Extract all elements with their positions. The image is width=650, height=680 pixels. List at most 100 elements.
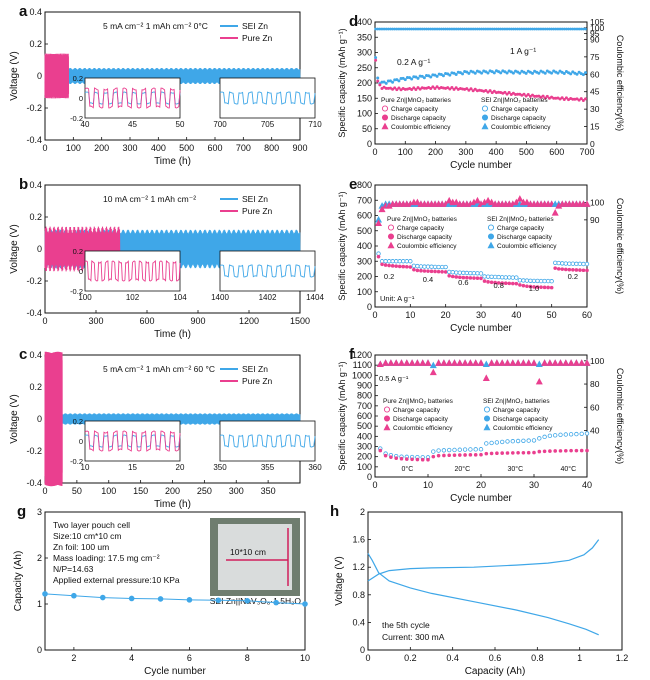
panel-d-y2tick-label: 30 xyxy=(590,104,600,114)
panel-g-frame xyxy=(44,511,306,651)
panel-d-y2tick-label: 45 xyxy=(590,87,600,97)
f-temp-label: 30°C xyxy=(508,465,524,473)
f-pure-point xyxy=(420,457,425,462)
d-pure-point xyxy=(393,86,397,90)
e-pure-point xyxy=(518,283,522,287)
d-ce-point xyxy=(558,27,562,31)
d-sei-point xyxy=(537,71,541,75)
f-sei-point xyxy=(558,432,563,438)
d-pure-point xyxy=(492,89,496,93)
panel-a-ylabel: Voltage (V) xyxy=(9,51,20,100)
panel-f-xtick-label: 0 xyxy=(372,480,377,490)
d-pure-point xyxy=(471,89,475,93)
e-sei-point xyxy=(549,279,554,284)
f-pure-point xyxy=(484,451,489,456)
e-pure-point xyxy=(500,281,505,285)
panel-d-y2tick-label: 15 xyxy=(590,122,600,132)
d-ce-point xyxy=(475,27,479,31)
panel-h-ytick-label: 2 xyxy=(360,507,365,517)
f-sei-point xyxy=(574,431,579,437)
legend-item-pure: Discharge capacity xyxy=(397,234,453,241)
f-pure-point xyxy=(399,456,404,461)
f-ce-pure xyxy=(546,359,554,366)
f-sei-point xyxy=(436,448,441,453)
panel-e-xtick-label: 40 xyxy=(511,310,521,320)
panel-g-xlabel: Cycle number xyxy=(144,666,206,677)
e-sei-point xyxy=(471,270,477,276)
panel-a-xtick-label: 800 xyxy=(264,143,279,153)
panel-d-xtick-label: 400 xyxy=(489,147,504,157)
panel-b-ytick-label: 0 xyxy=(37,244,42,254)
panel-e-xtick-label: 10 xyxy=(405,310,415,320)
f-temp-label: 40°C xyxy=(561,465,577,473)
panel-e-ytick-label: 800 xyxy=(357,180,372,190)
d-ce-point xyxy=(509,27,513,31)
e-pure-point xyxy=(415,268,420,273)
d-sei-point xyxy=(435,74,439,78)
e-sei-point xyxy=(567,261,572,266)
d-ce-point xyxy=(499,27,503,31)
f-ce-pure xyxy=(509,359,517,366)
f-pure-point xyxy=(537,449,542,454)
panel-b-ytick-label: 0.2 xyxy=(29,212,42,222)
inset-xtick-label: 15 xyxy=(128,463,137,472)
h-note-current: Current: 300 mA xyxy=(382,632,445,642)
legend-marker-sei xyxy=(483,423,491,431)
d-ce-point xyxy=(543,27,547,31)
e-sei-point xyxy=(492,274,498,280)
f-pure-point xyxy=(378,448,383,453)
e-sei-point xyxy=(553,260,558,265)
e-sei-point xyxy=(563,261,568,266)
g-capacity-point xyxy=(42,591,48,597)
panel-b-annotation: 10 mA cm⁻² 1 mAh cm⁻² xyxy=(103,194,196,204)
inset-xtick-label: 355 xyxy=(261,463,275,472)
panel-d-y2tick-label: 60 xyxy=(590,69,600,79)
f-sei-point xyxy=(526,438,531,443)
f-sei-point xyxy=(478,447,484,452)
g-capacity-point xyxy=(244,597,251,604)
e-rate-label: 0.2 xyxy=(384,272,394,281)
d-ce-point xyxy=(560,27,564,31)
d-pure-point xyxy=(414,87,418,91)
d-pure-point xyxy=(429,87,433,91)
d-sei-point xyxy=(391,80,395,84)
d-ce-point xyxy=(503,27,507,31)
panel-a-xtick-label: 300 xyxy=(122,143,137,153)
panel-c-xtick-label: 50 xyxy=(72,486,82,496)
f-sei-point xyxy=(489,440,494,446)
d-ce-point xyxy=(376,27,380,31)
panel-f-ytick-label: 100 xyxy=(357,462,372,472)
panel-d-y2tick-label: 75 xyxy=(590,52,600,62)
panel-c-xtick-label: 100 xyxy=(101,486,116,496)
e-sei-point xyxy=(386,259,392,264)
f-pure-point xyxy=(394,456,399,460)
d-ce-point xyxy=(486,27,490,31)
d-pure-point xyxy=(486,90,490,94)
d-sei-point xyxy=(403,78,407,82)
f-sei-point xyxy=(537,436,542,441)
d-pure-point xyxy=(526,92,530,96)
panel-g-xtick-label: 8 xyxy=(245,653,250,663)
g-capacity-point xyxy=(128,595,135,602)
e-sei-point xyxy=(397,259,402,264)
panel-e-letter: e xyxy=(349,176,357,193)
d-pure-point xyxy=(571,97,575,101)
d-ce-point xyxy=(528,27,532,31)
panel-d-y2tick-label: 95 xyxy=(590,29,600,39)
d-ce-point xyxy=(575,27,579,31)
inset-ytick-label: -0.2 xyxy=(70,457,83,466)
e-pure-point xyxy=(397,264,402,269)
panel-b-xtick-label: 300 xyxy=(88,316,103,326)
panel-a-annotation: 5 mA cm⁻² 1 mAh cm⁻² 0°C xyxy=(103,21,208,31)
d-sei-point xyxy=(408,76,412,80)
f-ce-pure xyxy=(482,374,490,381)
legend-item-sei: Coulombic efficiency xyxy=(497,243,557,250)
panel-b-xtick-label: 1200 xyxy=(239,316,259,326)
f-ce-pure xyxy=(541,359,549,366)
f-ce-pure xyxy=(488,359,496,366)
e-pure-point xyxy=(412,267,416,272)
d-ce-point xyxy=(488,27,492,31)
d-pure-point xyxy=(374,58,378,62)
f-pure-point xyxy=(521,451,526,455)
d-sei-point xyxy=(420,74,424,78)
